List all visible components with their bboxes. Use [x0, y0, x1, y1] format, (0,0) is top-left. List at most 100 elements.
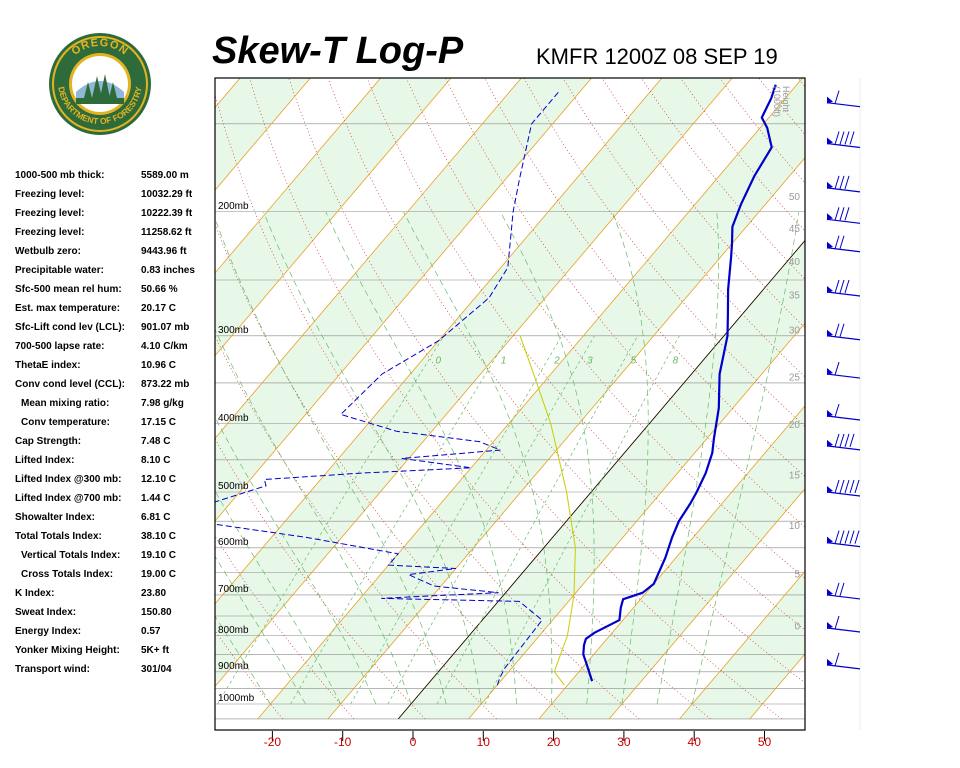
wind-barb-shaft	[826, 373, 861, 379]
wind-barb-flag	[827, 241, 833, 249]
wind-barb-tick	[834, 582, 840, 597]
wind-barb-tick	[839, 530, 845, 544]
wind-barb-tick	[844, 530, 850, 544]
wind-barb-tick	[834, 403, 840, 418]
stat-label: Sweat Index:	[15, 607, 77, 618]
dry-adiabat	[215, 630, 283, 720]
pressure-label: 1000mb	[218, 693, 255, 704]
stat-value: 5589.00 m	[141, 170, 189, 181]
stat-row: 1000-500 mb thick: 5589.00 m	[15, 168, 215, 187]
stat-value: 901.07 mb	[141, 322, 190, 333]
isotherm-line	[215, 78, 452, 357]
mixing-ratio-label: 0	[436, 356, 442, 367]
oregon-forestry-logo: OREGON DEPARTMENT OF FORESTRY	[49, 33, 151, 135]
stat-value: 1.44 C	[141, 493, 171, 504]
wind-barb-shaft	[826, 291, 861, 297]
parcel-line	[519, 335, 576, 686]
stat-label: 700-500 lapse rate:	[15, 341, 105, 352]
wind-barb-shaft	[826, 594, 861, 600]
wind-barb-tick	[849, 131, 855, 145]
wind-barb-tick	[844, 433, 850, 448]
stat-row: Total Totals Index: 38.10 C	[15, 529, 215, 548]
moist-adiabat	[612, 211, 649, 705]
wind-barb-flag	[827, 410, 833, 418]
wind-barb-tick	[834, 323, 840, 337]
stat-label: Freezing level:	[15, 189, 85, 200]
stat-row: Sfc-500 mean rel hum: 50.66 %	[15, 282, 215, 301]
plot-frame	[214, 77, 806, 731]
height-tick-label: 50	[789, 192, 801, 203]
wind-barb-tick	[834, 207, 840, 221]
wind-barb-tick	[844, 479, 850, 494]
dry-adiabat	[366, 78, 805, 631]
wind-barb-flag	[827, 213, 833, 221]
stat-row: Sweat Index: 150.80	[15, 605, 215, 624]
stat-value: 4.10 C/km	[141, 341, 188, 352]
stat-row: Freezing level: 10222.39 ft	[15, 206, 215, 225]
wind-barb-flag	[827, 658, 833, 666]
mixing-ratio-label: 5	[631, 356, 637, 367]
wind-barb	[826, 433, 861, 451]
mixing-ratio-line	[484, 335, 680, 705]
wind-barb	[826, 652, 861, 670]
height-tick-label: 10	[789, 521, 801, 532]
wind-barb-shaft	[826, 542, 861, 548]
chart-title: Skew-T Log-P	[212, 30, 464, 72]
wind-barb	[826, 615, 861, 633]
pressure-label: 200mb	[218, 201, 249, 212]
stat-value: 5K+ ft	[141, 645, 170, 656]
pressure-label: 600mb	[218, 537, 249, 548]
dry-adiabat	[523, 78, 805, 427]
stat-label: Cap Strength:	[15, 436, 82, 447]
wind-barb	[826, 279, 861, 297]
dry-adiabat	[812, 0, 960, 719]
moist-adiabat	[215, 217, 447, 705]
stat-label: Yonker Mixing Height:	[15, 645, 120, 656]
wind-barb-flag	[827, 96, 833, 104]
stat-label: Mean mixing ratio:	[21, 398, 110, 409]
stat-value: 11258.62 ft	[141, 227, 192, 238]
wind-barb	[826, 530, 861, 548]
wind-barb-tick	[844, 207, 850, 221]
wind-barb-shaft	[826, 415, 861, 421]
wind-barb-shaft	[826, 664, 861, 670]
wind-barb	[826, 175, 861, 193]
height-tick-label: 30	[789, 326, 801, 337]
moist-adiabat	[325, 211, 517, 705]
stat-row: Lifted Index: 8.10 C	[15, 453, 215, 472]
x-tick-label: -20	[264, 735, 282, 749]
wind-barb-tick	[834, 235, 840, 249]
wind-barb	[826, 323, 861, 341]
stat-row: ThetaE index: 10.96 C	[15, 358, 215, 377]
stat-value: 7.98 g/kg	[141, 398, 184, 409]
dry-adiabat	[215, 437, 426, 720]
stat-label: 1000-500 mb thick:	[15, 170, 105, 181]
stat-row: Mean mixing ratio: 7.98 g/kg	[15, 396, 215, 415]
moist-adiabat	[215, 490, 342, 705]
pressure-label: 300mb	[218, 325, 249, 336]
wind-barb-shaft	[826, 335, 861, 341]
stat-value: 10032.29 ft	[141, 189, 193, 200]
moist-adiabat	[263, 211, 482, 705]
x-tick-label: -10	[334, 735, 352, 749]
wind-barb-shaft	[826, 218, 861, 224]
wind-barb-tick	[844, 131, 850, 145]
stat-row: Lifted Index @300 mb: 12.10 C	[15, 472, 215, 491]
dry-adiabat	[405, 78, 805, 579]
stat-value: 7.48 C	[141, 436, 171, 447]
stat-label: ThetaE index:	[15, 360, 81, 371]
dry-adiabat	[484, 78, 805, 477]
wind-barb-flag	[827, 622, 833, 630]
wind-barb-tick	[839, 175, 845, 190]
stat-value: 10.96 C	[141, 360, 177, 371]
stat-value: 6.81 C	[141, 512, 171, 523]
stat-row: Est. max temperature: 20.17 C	[15, 301, 215, 320]
isotherm-line	[215, 78, 382, 274]
isotherm-line	[215, 78, 311, 191]
stat-label: Conv cond level (CCL):	[15, 379, 126, 390]
stat-label: K Index:	[15, 588, 55, 599]
wind-barb-shaft	[826, 445, 861, 451]
wind-barb-flag	[827, 536, 833, 544]
stat-label: Freezing level:	[15, 227, 85, 238]
